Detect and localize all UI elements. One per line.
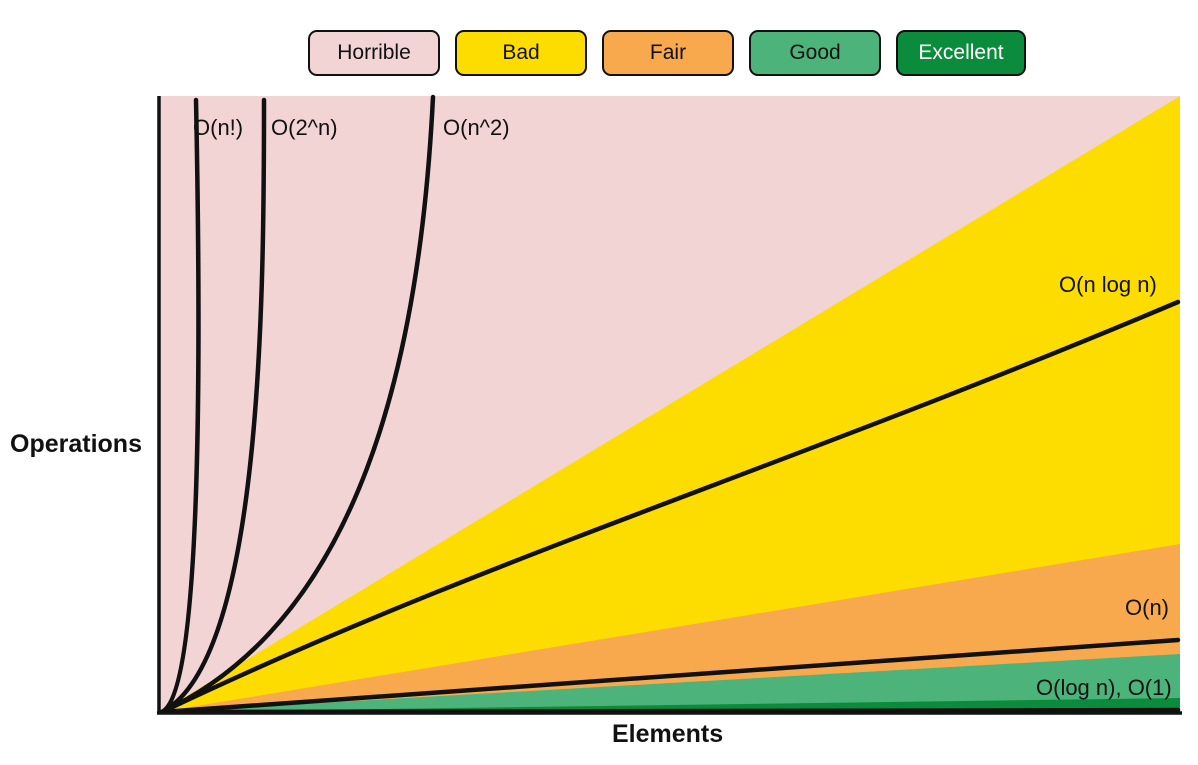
legend-item-fair: Fair xyxy=(602,30,734,76)
curve-quadratic xyxy=(159,94,436,715)
legend-label-bad: Bad xyxy=(502,41,540,64)
region-good xyxy=(160,654,1180,712)
curve-label-log-constant: O(log n), O(1) xyxy=(1036,675,1172,700)
legend-label-excellent: Excellent xyxy=(918,41,1004,64)
legend-item-good: Good xyxy=(749,30,881,76)
legend-item-excellent: Excellent xyxy=(896,30,1026,76)
curve-factorial xyxy=(159,97,201,715)
curve-label-exponential: O(2^n) xyxy=(271,115,338,140)
curve-label-linear: O(n) xyxy=(1125,595,1169,620)
curve-label-nlogn: O(n log n) xyxy=(1059,272,1157,297)
x-axis-title: Elements xyxy=(612,720,724,748)
region-bad xyxy=(160,96,1180,712)
curve-nlogn xyxy=(159,299,1181,715)
curve-label-quadratic: O(n^2) xyxy=(443,115,510,140)
legend-label-good: Good xyxy=(789,41,841,64)
curve-exponential xyxy=(159,97,267,715)
legend-label-fair: Fair xyxy=(649,41,687,64)
curve-linear xyxy=(159,637,1181,715)
legend-item-horrible: Horrible xyxy=(308,30,440,76)
legend-item-bad: Bad xyxy=(455,30,587,76)
curve-label-factorial: O(n!) xyxy=(193,115,244,140)
legend: Horrible Bad Fair Good Excellent xyxy=(308,30,1026,76)
y-axis-title: Operations xyxy=(10,430,142,458)
legend-label-horrible: Horrible xyxy=(337,41,411,64)
